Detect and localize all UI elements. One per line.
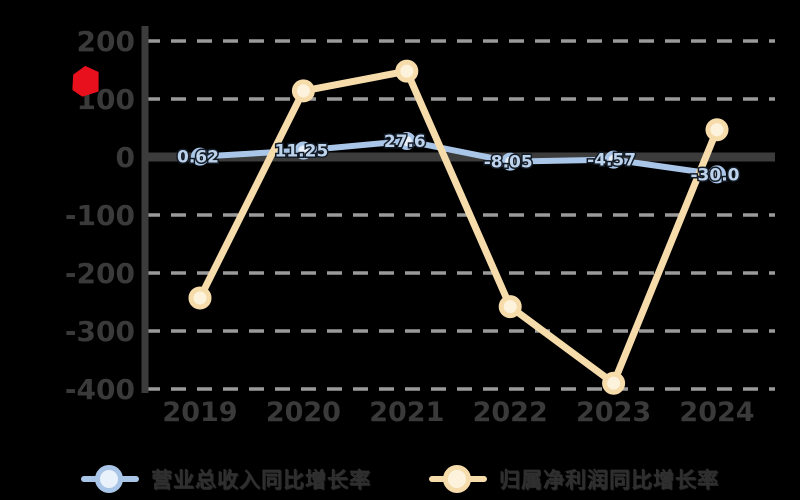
y-axis-tick-label: -300 [65,315,135,348]
data-point-profit[interactable] [498,295,522,319]
y-axis-tick-label: 200 [77,25,135,58]
data-label: -30.0 [691,165,740,185]
data-point-revenue[interactable] [397,131,416,150]
y-axis-tick-label: -100 [65,199,135,232]
y-axis-tick-label: 0 [116,141,135,174]
data-point-profit[interactable] [188,286,212,310]
legend-item-profit-growth[interactable]: 归属净利润同比增长率 [429,464,719,494]
legend-label: 营业总收入同比增长率 [151,468,371,492]
data-point-profit[interactable] [705,118,729,142]
data-point-revenue[interactable] [501,152,520,171]
data-point-profit[interactable] [395,59,419,83]
x-axis-tick-label: 2021 [369,397,444,428]
legend-item-revenue-growth[interactable]: 营业总收入同比增长率 [81,464,371,494]
data-point-revenue[interactable] [604,150,623,169]
y-axis-tick-label: -200 [65,257,135,290]
x-axis-tick-label: 2023 [576,397,651,428]
data-label: -4.57 [587,151,636,171]
data-point-profit[interactable] [291,79,315,103]
data-label: 11.25 [275,141,329,161]
data-label: 0.62 [177,148,219,168]
data-point-profit[interactable] [602,371,626,395]
data-label: -8.05 [484,153,533,173]
x-axis-tick-label: 2019 [162,397,237,428]
data-point-revenue[interactable] [708,165,726,184]
series-line-profit [196,67,721,387]
data-point-revenue[interactable] [294,141,313,160]
series-line-revenue [197,137,720,178]
data-point-revenue[interactable] [191,147,209,166]
x-axis-tick-label: 2024 [679,397,754,428]
x-axis-tick-label: 2020 [266,397,341,428]
legend-label: 归属净利润同比增长率 [499,468,719,492]
legend-line-dot-icon [429,465,487,493]
legend-line-dot-icon [81,465,139,493]
legend: 营业总收入同比增长率 归属净利润同比增长率 [0,464,800,494]
data-label: 27.6 [384,132,426,152]
y-axis-tick-label: -400 [65,373,135,406]
x-axis-tick-label: 2022 [473,397,548,428]
